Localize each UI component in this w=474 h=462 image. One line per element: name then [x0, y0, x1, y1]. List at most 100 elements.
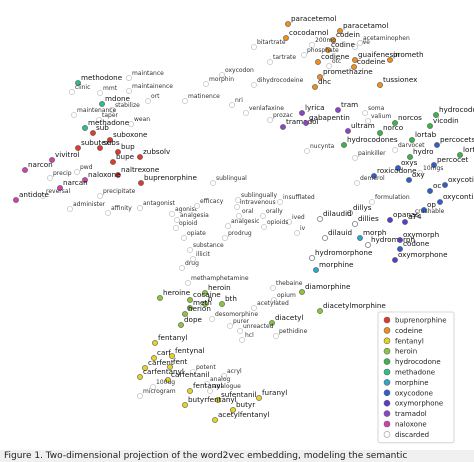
- point-dillys: dillys: [347, 203, 372, 216]
- point-label: darvocet: [398, 142, 425, 149]
- point-marker: [210, 180, 216, 186]
- point-label: oxycontin: [443, 192, 474, 201]
- point-label: soma: [368, 105, 385, 112]
- point-label: reversal: [46, 188, 71, 195]
- point-marker: [142, 365, 148, 371]
- point-marker: [74, 169, 80, 175]
- point-label: fentynal: [175, 346, 205, 355]
- point-label: lortabs: [463, 145, 474, 154]
- point-label: dihydrocodeine: [257, 77, 304, 84]
- point-marker: [115, 172, 121, 178]
- point-marker: [165, 377, 171, 383]
- point-bth: bth: [219, 294, 237, 307]
- point-substance: substance: [187, 242, 224, 253]
- legend-item-fentanyl: fentanyl: [383, 337, 424, 345]
- legend-item-morphine: morphine: [383, 379, 429, 387]
- point-marker: [182, 98, 188, 104]
- point-marker: [260, 213, 266, 219]
- point-label: nri: [235, 97, 243, 104]
- point-marker: [269, 320, 275, 326]
- point-label: codone: [403, 239, 430, 248]
- point-label: mmt: [103, 85, 118, 92]
- legend-swatch: [383, 368, 391, 376]
- legend-label: morphine: [395, 379, 429, 387]
- point-codeine: codeine: [351, 57, 386, 70]
- point-label: vicodin: [433, 116, 459, 125]
- point-marker: [317, 216, 323, 222]
- point-sublingually: sublingually: [235, 192, 277, 203]
- point-label: dilaudid: [323, 209, 352, 218]
- point-label: norco: [383, 123, 403, 132]
- point-painkiller: painkiller: [352, 150, 386, 161]
- point-mmt: mmt: [97, 85, 118, 96]
- point-paracetamol: paracetamol: [337, 21, 388, 34]
- point-marker: [173, 225, 179, 231]
- point-marker: [369, 199, 375, 205]
- point-label: illicit: [196, 251, 211, 258]
- point-label: intravenous: [240, 199, 276, 206]
- point-label: cocodarnol: [289, 28, 328, 37]
- point-marker: [267, 59, 273, 65]
- point-label: oxycodon: [225, 67, 254, 74]
- point-marker: [47, 175, 53, 181]
- point-marker: [397, 237, 403, 243]
- point-marker: [345, 128, 351, 134]
- point-nucynta: nucynta: [304, 143, 335, 154]
- point-label: precipitate: [103, 188, 136, 195]
- point-marker: [174, 217, 180, 223]
- point-oxy: oxy: [406, 170, 425, 183]
- point-fentanyl: fentanyl: [187, 381, 223, 394]
- point-marker: [190, 256, 196, 262]
- point-narcan: narcan: [57, 178, 88, 191]
- point-marker: [352, 57, 358, 63]
- point-norcos: norcos: [392, 113, 422, 126]
- point-oxymorph: oxymorph: [397, 230, 439, 243]
- point-label: bup: [121, 142, 135, 151]
- point-label: acetaminophen: [363, 35, 410, 42]
- point-label: hydro: [413, 147, 434, 156]
- point-opium: opium: [271, 292, 296, 303]
- point-marker: [179, 265, 185, 271]
- point-hydro: hydro: [407, 147, 434, 160]
- point-purer: purer: [227, 318, 250, 329]
- legend-label: fentanyl: [395, 337, 424, 345]
- point-marker: [341, 142, 347, 148]
- point-marker: [137, 374, 143, 380]
- point-label: pethidine: [279, 328, 308, 335]
- point-label: naloxone: [88, 170, 121, 179]
- point-label: sufentanil: [221, 390, 257, 399]
- point-marker: [157, 295, 163, 301]
- point-vicodin: vicodin: [427, 116, 459, 129]
- point-label: tramadol: [286, 117, 319, 126]
- point-label: otc: [332, 58, 341, 65]
- point-label: hydrocodones: [347, 135, 398, 144]
- point-fent: fent: [167, 357, 188, 370]
- point-label: methadone: [88, 118, 130, 127]
- point-label: carf: [157, 348, 171, 357]
- point-label: hydrocodone: [439, 105, 474, 114]
- point-suboxone: suboxone: [107, 130, 148, 143]
- point-marker: [182, 311, 188, 317]
- point-bup: bup: [115, 142, 135, 155]
- point-marker: [365, 242, 371, 248]
- point-100ug: 100ug: [150, 379, 175, 390]
- point-marker: [187, 247, 193, 253]
- legend-item-discarded: discarded: [383, 431, 429, 439]
- point-hcl: hcl: [239, 332, 254, 343]
- point-label: prozac: [273, 112, 293, 119]
- point-label: bth: [225, 294, 237, 303]
- point-marker: [145, 98, 151, 104]
- point-maintance: maintance: [126, 70, 164, 81]
- point-label: promethazine: [323, 67, 373, 76]
- point-cocaine: cocaine: [187, 290, 221, 303]
- point-label: codeine: [357, 57, 386, 66]
- point-label: bupe: [116, 152, 135, 161]
- point-buprenorphine: buprenorphine: [138, 173, 197, 186]
- point-label: carfent: [148, 358, 174, 367]
- point-marker: [75, 145, 81, 151]
- point-label: fent: [173, 357, 188, 366]
- point-label: morphine: [319, 260, 354, 269]
- point-marker: [207, 388, 213, 394]
- point-label: morph: [363, 228, 386, 237]
- point-paracetemol: paracetemol: [285, 14, 336, 27]
